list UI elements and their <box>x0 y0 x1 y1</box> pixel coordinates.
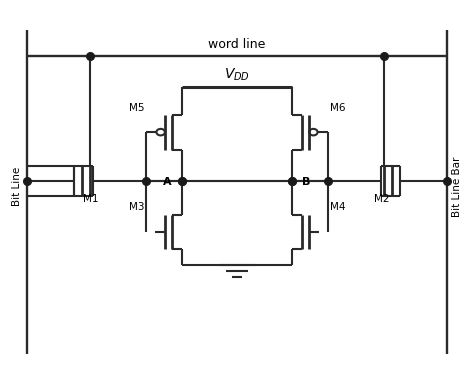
Text: M6: M6 <box>329 102 345 112</box>
Text: M3: M3 <box>129 202 145 212</box>
Text: M1: M1 <box>83 194 99 204</box>
Text: M4: M4 <box>329 202 345 212</box>
Text: Bit Line: Bit Line <box>12 167 22 206</box>
Text: A: A <box>164 177 172 187</box>
Text: $V_{DD}$: $V_{DD}$ <box>224 67 250 83</box>
Text: M5: M5 <box>129 102 145 112</box>
Text: B: B <box>302 177 310 187</box>
Text: word line: word line <box>208 38 266 51</box>
Text: Bit Line Bar: Bit Line Bar <box>452 156 462 217</box>
Text: M2: M2 <box>374 194 390 204</box>
